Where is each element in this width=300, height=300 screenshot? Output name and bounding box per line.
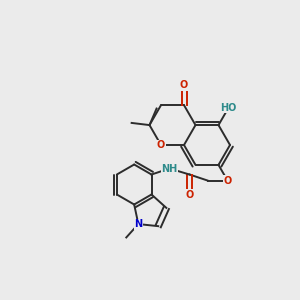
Text: HO: HO — [220, 103, 237, 113]
Text: NH: NH — [161, 164, 178, 173]
Text: N: N — [134, 219, 142, 229]
Text: O: O — [157, 140, 165, 150]
Text: O: O — [185, 190, 194, 200]
Text: O: O — [224, 176, 232, 185]
Text: O: O — [180, 80, 188, 90]
